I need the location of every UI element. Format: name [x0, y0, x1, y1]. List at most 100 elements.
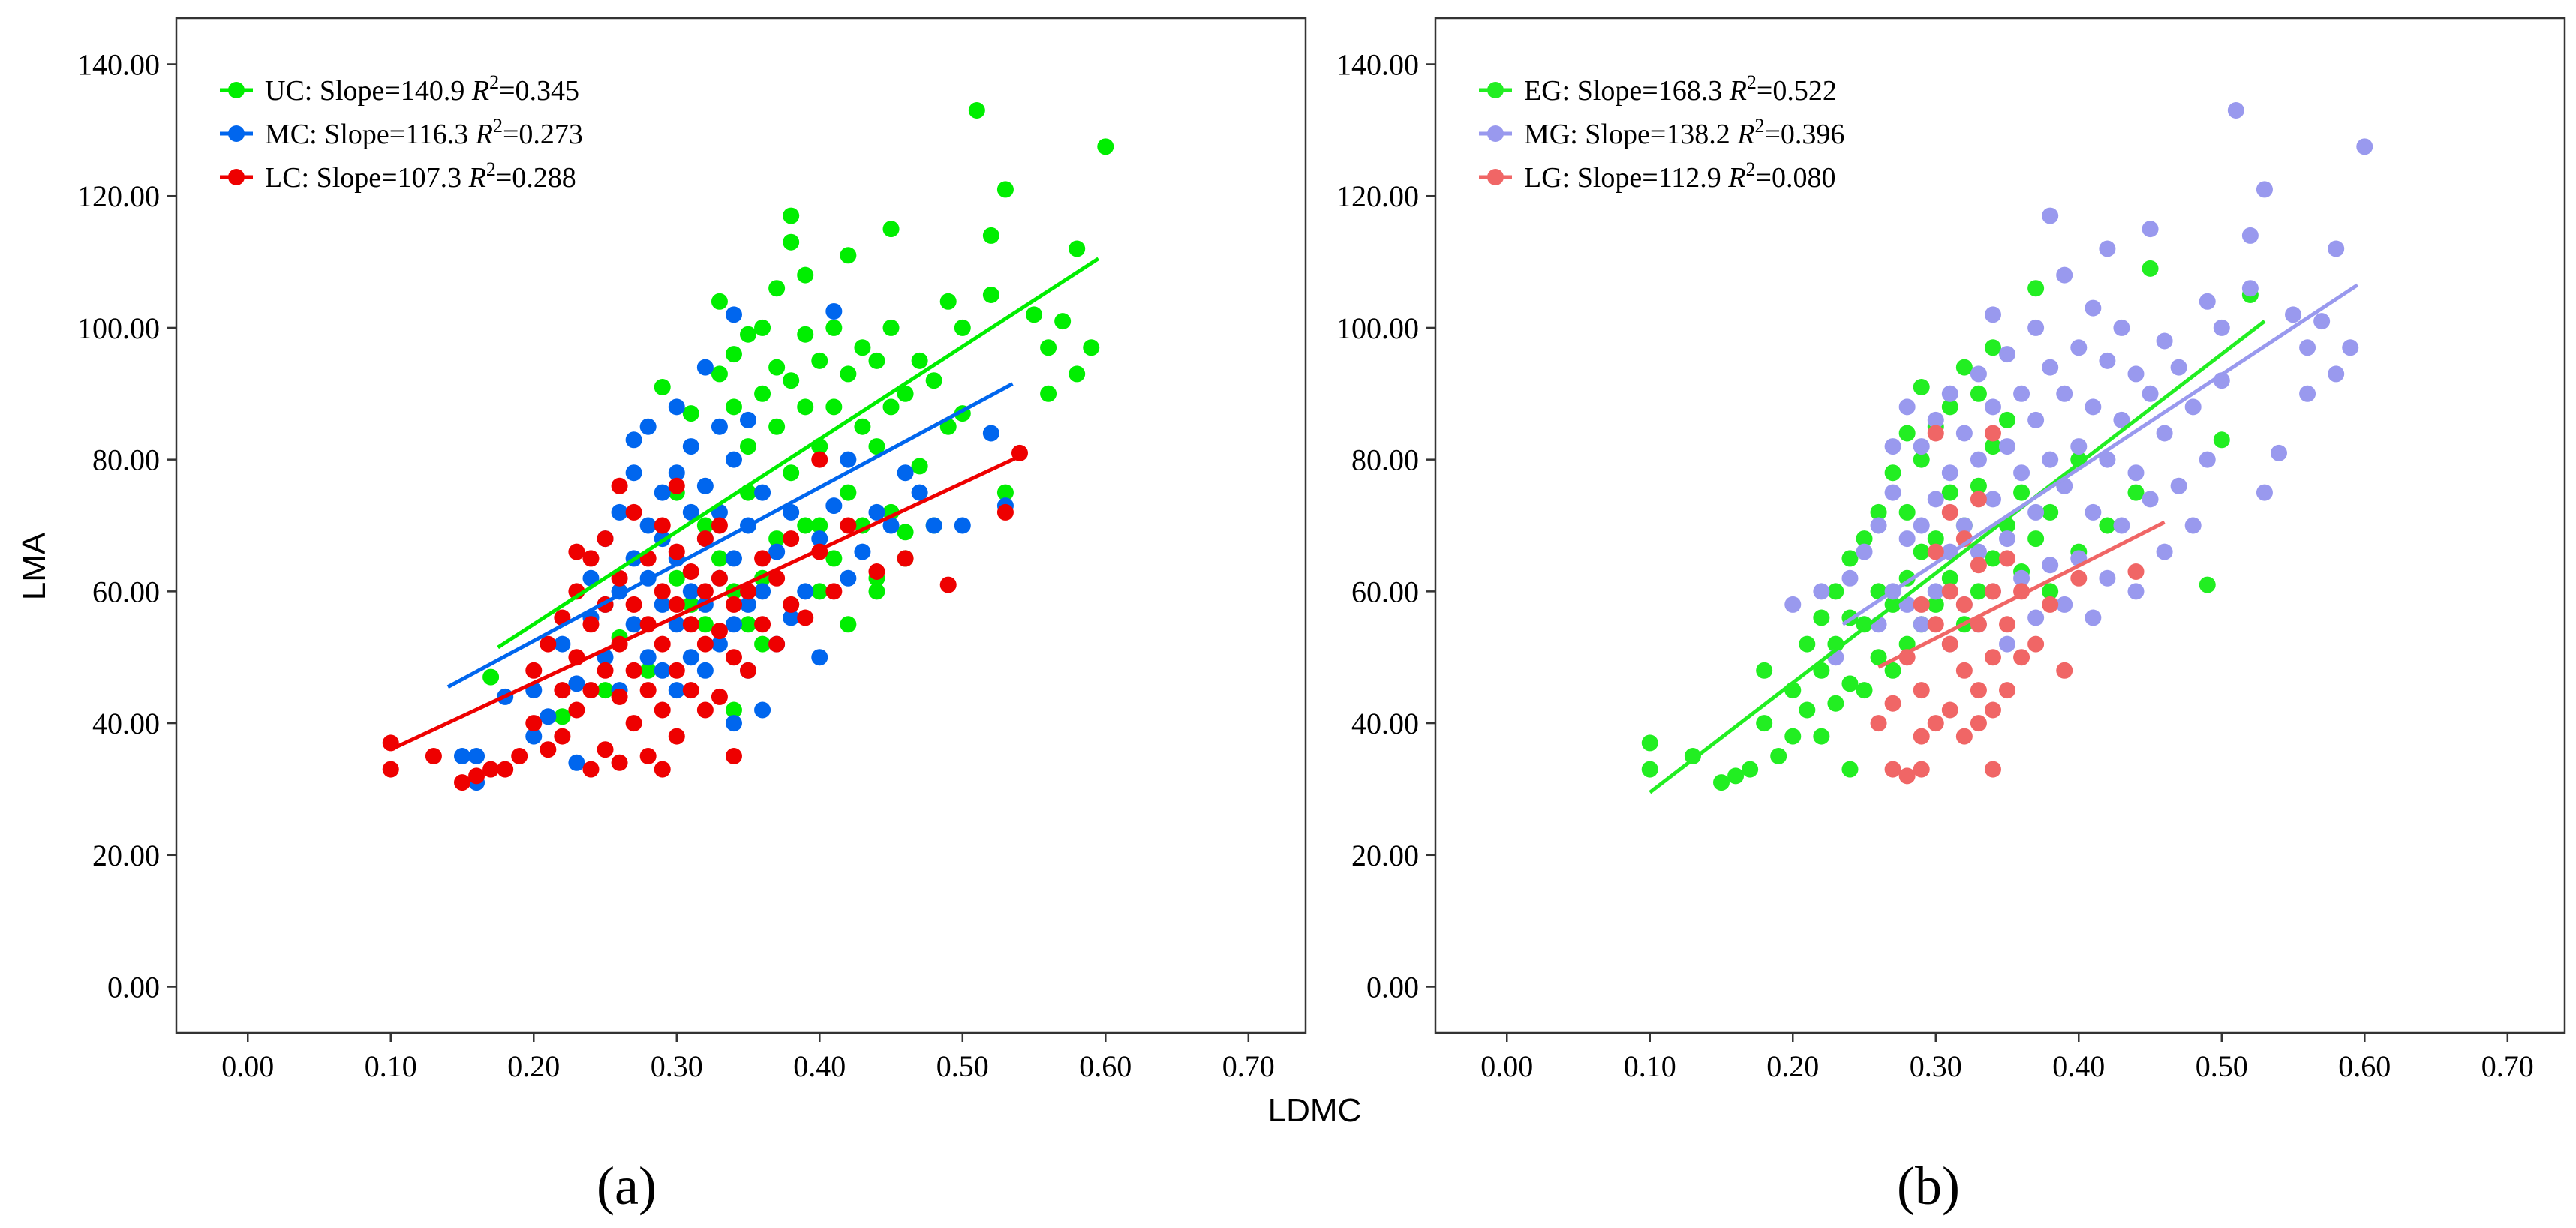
point-uc — [754, 385, 771, 402]
point-lg — [2056, 662, 2073, 679]
point-mc — [611, 503, 628, 521]
point-lg — [1941, 583, 1958, 600]
point-mc — [525, 728, 543, 745]
point-eg — [1813, 728, 1830, 745]
x-tick-label: 0.00 — [221, 1049, 274, 1083]
point-lc — [711, 569, 728, 587]
point-uc — [911, 458, 928, 475]
point-uc — [783, 372, 800, 389]
point-mg — [2299, 385, 2316, 402]
point-mg — [1927, 411, 1944, 428]
point-eg — [2142, 260, 2159, 277]
point-mg — [1941, 385, 1958, 402]
point-mg — [2213, 319, 2230, 336]
point-uc — [797, 517, 814, 534]
y-tick-label: 40.00 — [92, 707, 160, 740]
x-tick-label: 0.10 — [365, 1049, 417, 1083]
panel-b-points — [1641, 102, 2373, 791]
legend-swatch-dot — [228, 125, 245, 142]
point-mg — [1999, 635, 2016, 653]
legend-entry-uc: UC: Slope=140.9 R2=0.345 — [265, 71, 579, 107]
point-lc — [696, 635, 714, 653]
point-lc — [754, 550, 771, 567]
point-mg — [1813, 583, 1830, 600]
point-mg — [2241, 280, 2259, 297]
x-tick-label: 0.40 — [793, 1049, 846, 1083]
point-uc — [1097, 138, 1114, 155]
point-mg — [2042, 451, 2059, 468]
point-lc — [497, 761, 514, 778]
point-eg — [1856, 682, 1873, 699]
point-eg — [2099, 517, 2116, 534]
point-mc — [654, 596, 671, 613]
point-uc — [1083, 339, 1100, 356]
point-eg — [1856, 530, 1873, 548]
point-eg — [2042, 583, 2059, 600]
point-mg — [2184, 517, 2202, 534]
point-uc — [725, 701, 742, 719]
point-eg — [1913, 451, 1930, 468]
y-tick-label: 20.00 — [92, 839, 160, 872]
point-uc — [754, 319, 771, 336]
point-eg — [1684, 748, 1701, 764]
point-lc — [582, 550, 600, 567]
x-axis-title: LDMC — [1268, 1092, 1362, 1129]
panel-b-ticks: 0.00 0.10 0.20 0.30 0.40 0.50 0.60 0.70 0.00 20.0… — [1336, 48, 2534, 1084]
point-mg — [1955, 425, 1973, 442]
fit-line-lg — [1877, 520, 2166, 669]
point-lc — [554, 682, 571, 699]
point-mg — [1870, 517, 1887, 534]
point-lc — [654, 701, 671, 719]
fit-line-mc — [446, 382, 1014, 689]
point-lc — [668, 662, 685, 679]
panel-b-legend: EG: Slope=168.3 R2=0.522 MG: Slope=138.2 … — [1479, 71, 1844, 194]
point-lg — [1941, 503, 1958, 521]
point-mg — [2099, 240, 2116, 257]
point-lc — [554, 728, 571, 745]
point-mg — [2027, 503, 2045, 521]
point-mg — [1898, 530, 1916, 548]
point-eg — [1984, 339, 2001, 356]
point-mc — [682, 583, 699, 600]
x-tick-label: 0.00 — [1480, 1049, 1533, 1083]
fit-line-mg — [1841, 283, 2359, 626]
point-uc — [982, 227, 999, 244]
point-lc — [682, 682, 699, 699]
point-mc — [668, 398, 685, 416]
point-uc — [1026, 306, 1043, 323]
point-mg — [2127, 365, 2145, 383]
point-mg — [1884, 438, 1901, 455]
point-eg — [1898, 425, 1916, 442]
point-mc — [654, 662, 671, 679]
point-eg — [1727, 767, 1745, 785]
point-mc — [925, 517, 942, 534]
point-uc — [982, 287, 999, 303]
point-mg — [1913, 616, 1930, 633]
point-eg — [1955, 359, 1973, 376]
point-uc — [968, 102, 985, 119]
point-lc — [468, 767, 485, 785]
point-mg — [2056, 385, 2073, 402]
point-uc — [725, 398, 742, 416]
point-mg — [2027, 319, 2045, 336]
point-mc — [696, 662, 714, 679]
point-mg — [2356, 138, 2373, 155]
point-eg — [1941, 398, 1958, 416]
point-lg — [1984, 583, 2001, 600]
point-lg — [1913, 761, 1930, 778]
point-mg — [2184, 398, 2202, 416]
point-uc — [654, 379, 671, 395]
point-lg — [1913, 728, 1930, 745]
point-uc — [840, 365, 857, 383]
point-mg — [2142, 491, 2159, 508]
point-uc — [825, 319, 843, 336]
point-mc — [754, 701, 771, 719]
point-eg — [2070, 451, 2088, 468]
point-mg — [1955, 517, 1973, 534]
point-uc — [882, 398, 900, 416]
point-eg — [1756, 715, 1773, 732]
y-tick-label: 140.00 — [77, 48, 160, 82]
point-mc — [882, 517, 900, 534]
point-eg — [2027, 280, 2045, 297]
point-lc — [754, 616, 771, 633]
